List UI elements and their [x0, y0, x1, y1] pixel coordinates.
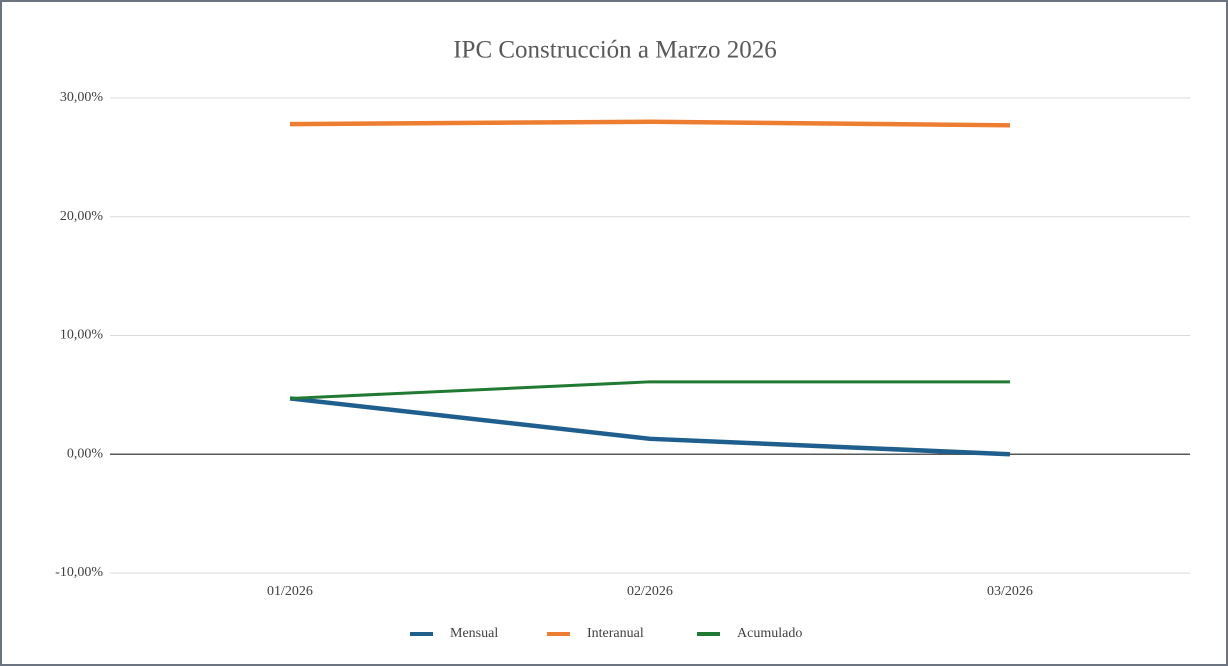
series-line [289, 380, 1010, 400]
y-tick-label: -10,00% [55, 565, 103, 580]
legend-label: Acumulado [737, 626, 802, 641]
chart-title: IPC Construcción a Marzo 2026 [453, 37, 777, 64]
y-tick-label: 20,00% [60, 209, 104, 224]
legend-label: Interanual [587, 626, 644, 641]
x-tick-label: 01/2026 [267, 584, 313, 599]
x-tick-label: 02/2026 [627, 584, 673, 599]
y-tick-label: 0,00% [67, 446, 104, 461]
x-tick-label: 03/2026 [987, 584, 1033, 599]
y-tick-label: 30,00% [60, 90, 104, 105]
legend-label: Mensual [450, 626, 498, 641]
y-tick-label: 10,00% [60, 328, 104, 343]
series-line [289, 396, 1011, 457]
series-line [289, 119, 1011, 128]
